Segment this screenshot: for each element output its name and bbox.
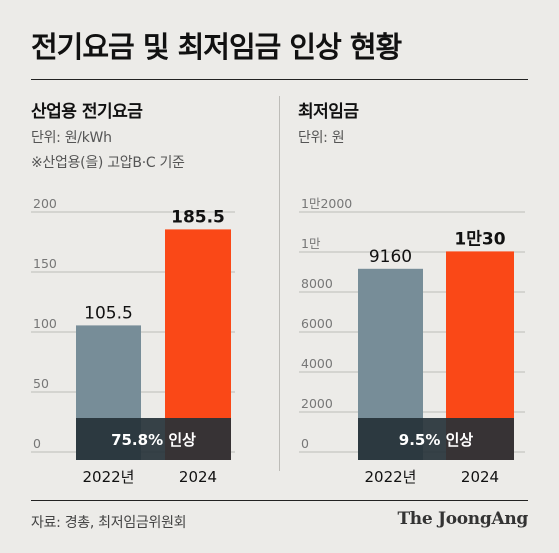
top-divider xyxy=(31,79,528,80)
left-bar-value-label: 105.5 xyxy=(84,303,133,323)
right-y-tick-label: 2000 xyxy=(301,396,333,411)
right-increase-band xyxy=(358,418,514,460)
left-increase-band xyxy=(76,418,231,460)
right-y-tick-label: 1만2000 xyxy=(301,196,352,211)
right-y-tick-label: 8000 xyxy=(301,276,333,291)
left-chart-heading: 산업용 전기요금 xyxy=(31,102,143,122)
right-bar-value-label: 1만30 xyxy=(454,229,505,249)
left-chart-unit: 단위: 원/kWh xyxy=(31,130,112,146)
right-chart-unit: 단위: 원 xyxy=(298,130,345,146)
left-increase-label: 75.8% 인상 xyxy=(111,431,196,449)
left-x-category-label: 2024 xyxy=(179,468,217,486)
left-y-tick-label: 200 xyxy=(33,196,57,211)
chart-separator xyxy=(279,96,280,471)
left-y-tick-label: 0 xyxy=(33,436,41,451)
page-title: 전기요금 및 최저임금 인상 현황 xyxy=(31,30,402,64)
left-bar-value-label: 185.5 xyxy=(171,207,225,227)
right-x-category-label: 2022년 xyxy=(365,468,417,486)
left-y-tick-label: 100 xyxy=(33,316,57,331)
left-chart-note: ※산업용(을) 고압B·C 기준 xyxy=(31,155,185,171)
bottom-divider xyxy=(31,500,528,501)
publisher-logo: The JoongAng xyxy=(397,509,528,529)
left-y-tick-label: 150 xyxy=(33,256,57,271)
left-x-category-label: 2022년 xyxy=(83,468,135,486)
right-y-tick-label: 6000 xyxy=(301,316,333,331)
right-y-tick-label: 1만 xyxy=(301,236,321,251)
right-increase-label: 9.5% 인상 xyxy=(399,431,474,449)
left-y-tick-label: 50 xyxy=(33,376,49,391)
right-y-tick-label: 0 xyxy=(301,436,309,451)
right-chart-heading: 최저임금 xyxy=(298,102,359,122)
right-y-tick-label: 4000 xyxy=(301,356,333,371)
right-x-category-label: 2024 xyxy=(461,468,499,486)
source-note: 자료: 경총, 최저임금위원회 xyxy=(31,515,187,531)
right-bar-value-label: 9160 xyxy=(369,247,412,267)
